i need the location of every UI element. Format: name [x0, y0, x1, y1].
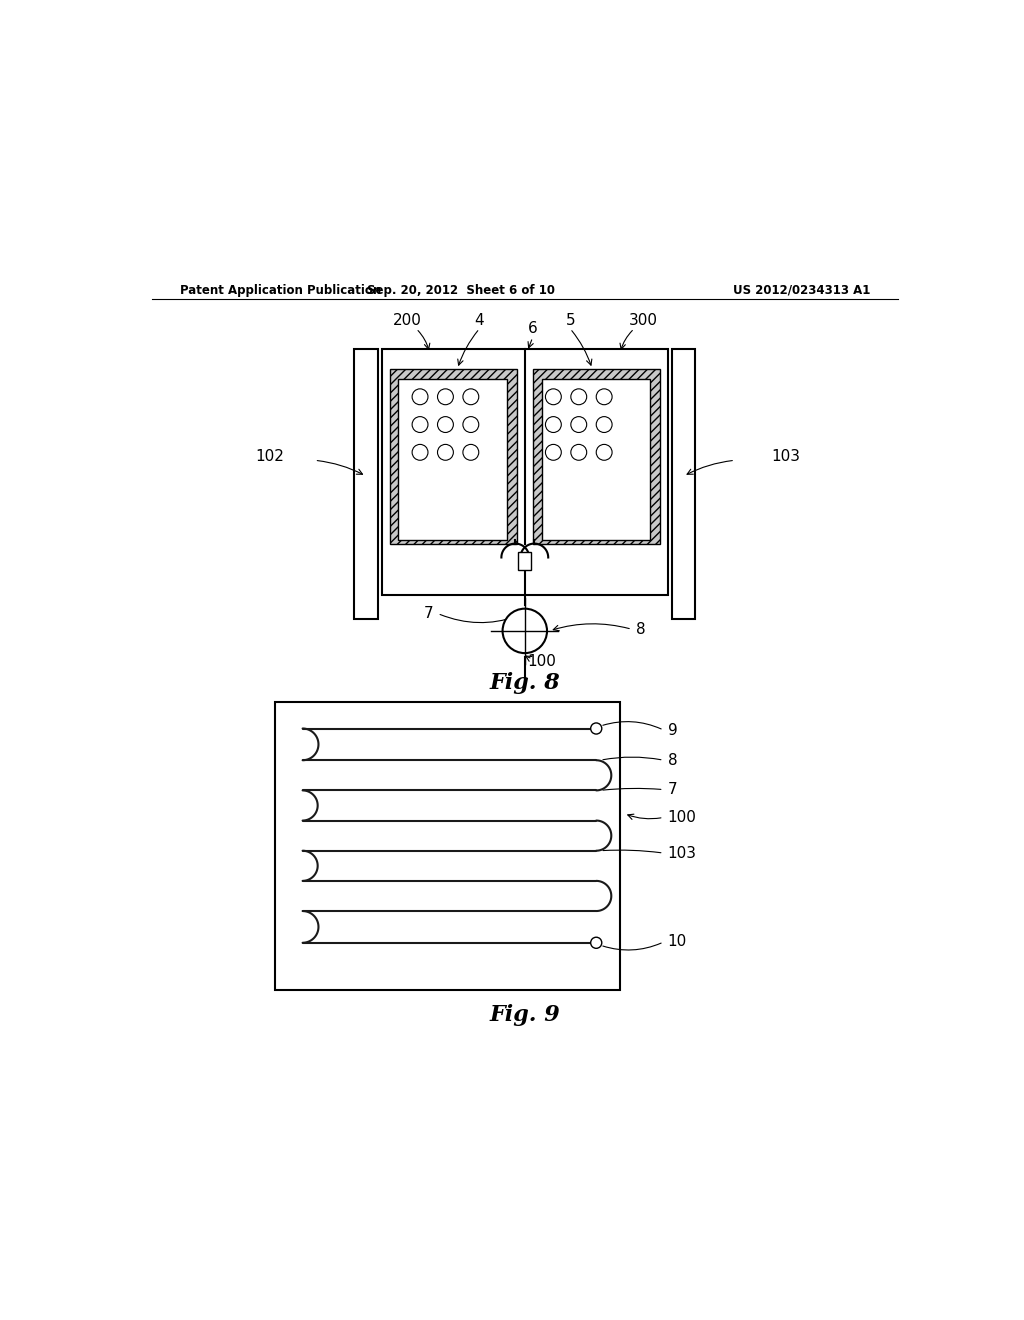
Bar	[518, 552, 531, 570]
Text: Fig. 9: Fig. 9	[489, 1005, 560, 1026]
Circle shape	[412, 445, 428, 461]
Circle shape	[596, 417, 612, 433]
Bar	[390, 370, 517, 544]
Text: 100: 100	[527, 653, 556, 668]
Circle shape	[570, 389, 587, 405]
Circle shape	[437, 389, 454, 405]
Text: 8: 8	[636, 622, 645, 636]
Text: Patent Application Publication: Patent Application Publication	[179, 284, 381, 297]
Text: 6: 6	[527, 322, 538, 337]
Circle shape	[591, 723, 602, 734]
Bar	[397, 379, 507, 540]
Circle shape	[412, 417, 428, 433]
Text: 7: 7	[668, 783, 677, 797]
Bar	[382, 350, 668, 595]
Text: 103: 103	[771, 449, 800, 463]
Text: 9: 9	[668, 722, 678, 738]
Text: 5: 5	[566, 313, 575, 327]
Circle shape	[463, 417, 479, 433]
Bar	[543, 379, 650, 540]
Circle shape	[437, 445, 454, 461]
Text: Fig. 8: Fig. 8	[489, 672, 560, 694]
Text: 100: 100	[668, 810, 696, 825]
Text: 300: 300	[629, 313, 657, 327]
Circle shape	[437, 417, 454, 433]
Circle shape	[596, 389, 612, 405]
Circle shape	[570, 445, 587, 461]
Text: 8: 8	[668, 752, 677, 768]
Circle shape	[546, 389, 561, 405]
Text: US 2012/0234313 A1: US 2012/0234313 A1	[732, 284, 870, 297]
Circle shape	[546, 417, 561, 433]
Bar	[354, 350, 378, 619]
Bar	[532, 370, 659, 544]
Text: 102: 102	[255, 449, 285, 463]
Circle shape	[463, 445, 479, 461]
Bar	[274, 702, 621, 990]
Text: Sep. 20, 2012  Sheet 6 of 10: Sep. 20, 2012 Sheet 6 of 10	[368, 284, 555, 297]
Circle shape	[596, 445, 612, 461]
Circle shape	[463, 389, 479, 405]
Circle shape	[412, 389, 428, 405]
Text: 10: 10	[668, 935, 687, 949]
Text: 200: 200	[393, 313, 422, 327]
Text: 103: 103	[668, 846, 696, 861]
Text: 4: 4	[474, 313, 483, 327]
Circle shape	[570, 417, 587, 433]
Bar	[672, 350, 695, 619]
Circle shape	[591, 937, 602, 948]
Text: 7: 7	[424, 606, 433, 620]
Circle shape	[503, 609, 547, 653]
Circle shape	[546, 445, 561, 461]
